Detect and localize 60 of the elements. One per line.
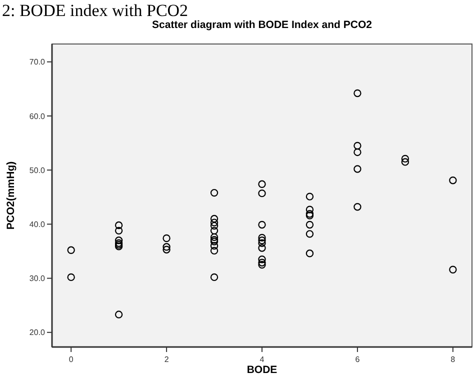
point <box>210 273 218 282</box>
point <box>162 234 170 242</box>
point <box>210 214 218 223</box>
point <box>258 260 266 269</box>
point <box>258 234 266 242</box>
point <box>210 233 218 242</box>
y-tick-label: 40.0 <box>29 220 46 229</box>
point <box>258 220 266 229</box>
point <box>114 239 123 247</box>
point <box>354 203 362 211</box>
point <box>306 192 314 200</box>
point <box>449 176 457 184</box>
y-tick-label: 50.0 <box>29 166 46 175</box>
point <box>67 273 75 282</box>
chart-title: Scatter diagram with BODE Index and PCO2 <box>152 19 372 31</box>
point <box>354 148 362 156</box>
point <box>114 226 123 235</box>
chart-subtitle: 2: BODE index with PCO2 <box>2 1 188 20</box>
point <box>114 242 123 250</box>
point <box>258 180 266 188</box>
point <box>162 246 170 254</box>
point <box>354 142 362 150</box>
point <box>306 230 314 238</box>
y-tick-label: 70.0 <box>29 58 46 67</box>
point <box>258 255 266 264</box>
point <box>210 246 218 255</box>
point <box>114 221 123 230</box>
y-tick-label: 30.0 <box>29 274 46 284</box>
point <box>306 250 314 258</box>
point <box>114 236 123 244</box>
point <box>258 239 266 247</box>
point <box>306 220 314 229</box>
point <box>210 226 218 235</box>
x-tick-label: 0 <box>68 355 74 364</box>
point <box>306 206 314 214</box>
y-axis-title: PCO2(mmHg) <box>5 161 17 230</box>
point <box>114 310 123 318</box>
x-tick-label: 2 <box>164 355 170 364</box>
point <box>210 242 218 250</box>
point <box>114 240 123 249</box>
point <box>162 243 170 251</box>
x-tick-label: 8 <box>450 355 456 364</box>
point <box>210 188 218 197</box>
point <box>354 89 362 98</box>
x-tick-label: 4 <box>260 355 265 364</box>
y-tick-label: 60.0 <box>29 112 46 121</box>
x-axis-title: BODE <box>246 364 278 375</box>
point <box>210 218 218 226</box>
point <box>354 165 362 173</box>
point <box>449 266 457 274</box>
x-tick-label: 6 <box>355 355 360 364</box>
y-tick-label: 20.0 <box>29 328 46 338</box>
point <box>401 158 410 166</box>
point <box>401 154 410 163</box>
point <box>258 244 266 252</box>
point <box>258 258 266 266</box>
point <box>67 246 75 254</box>
point <box>258 189 266 198</box>
point <box>210 222 218 230</box>
point <box>258 236 266 244</box>
